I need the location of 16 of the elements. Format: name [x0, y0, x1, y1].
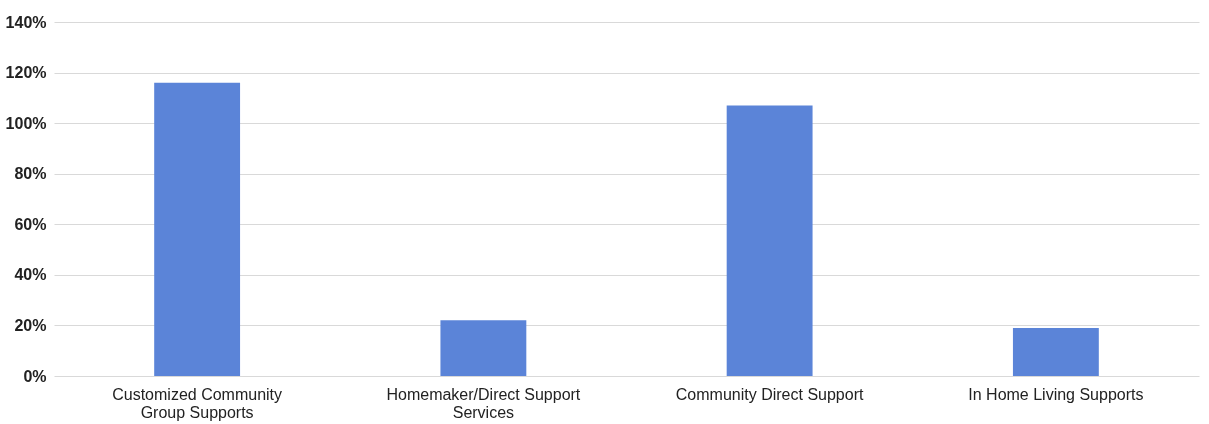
x-tick-label: In Home Living Supports [968, 385, 1144, 403]
y-tick-label: 20% [14, 316, 47, 334]
y-tick-label: 40% [14, 266, 47, 284]
x-tick-label: Community Direct Support [675, 385, 864, 403]
bar [154, 82, 241, 376]
x-tick-label: Homemaker/Direct Support Services [386, 385, 581, 421]
bar [1012, 327, 1099, 376]
x-tick-label: Customized Community Group Supports [112, 385, 283, 421]
y-tick-label: 60% [14, 215, 47, 233]
bar [440, 320, 527, 376]
y-tick-label: 140% [5, 13, 47, 31]
bar [726, 105, 813, 376]
y-tick-label: 0% [23, 367, 47, 385]
y-tick-label: 80% [14, 165, 47, 183]
y-tick-label: 100% [5, 114, 47, 132]
y-tick-label: 120% [5, 64, 47, 82]
